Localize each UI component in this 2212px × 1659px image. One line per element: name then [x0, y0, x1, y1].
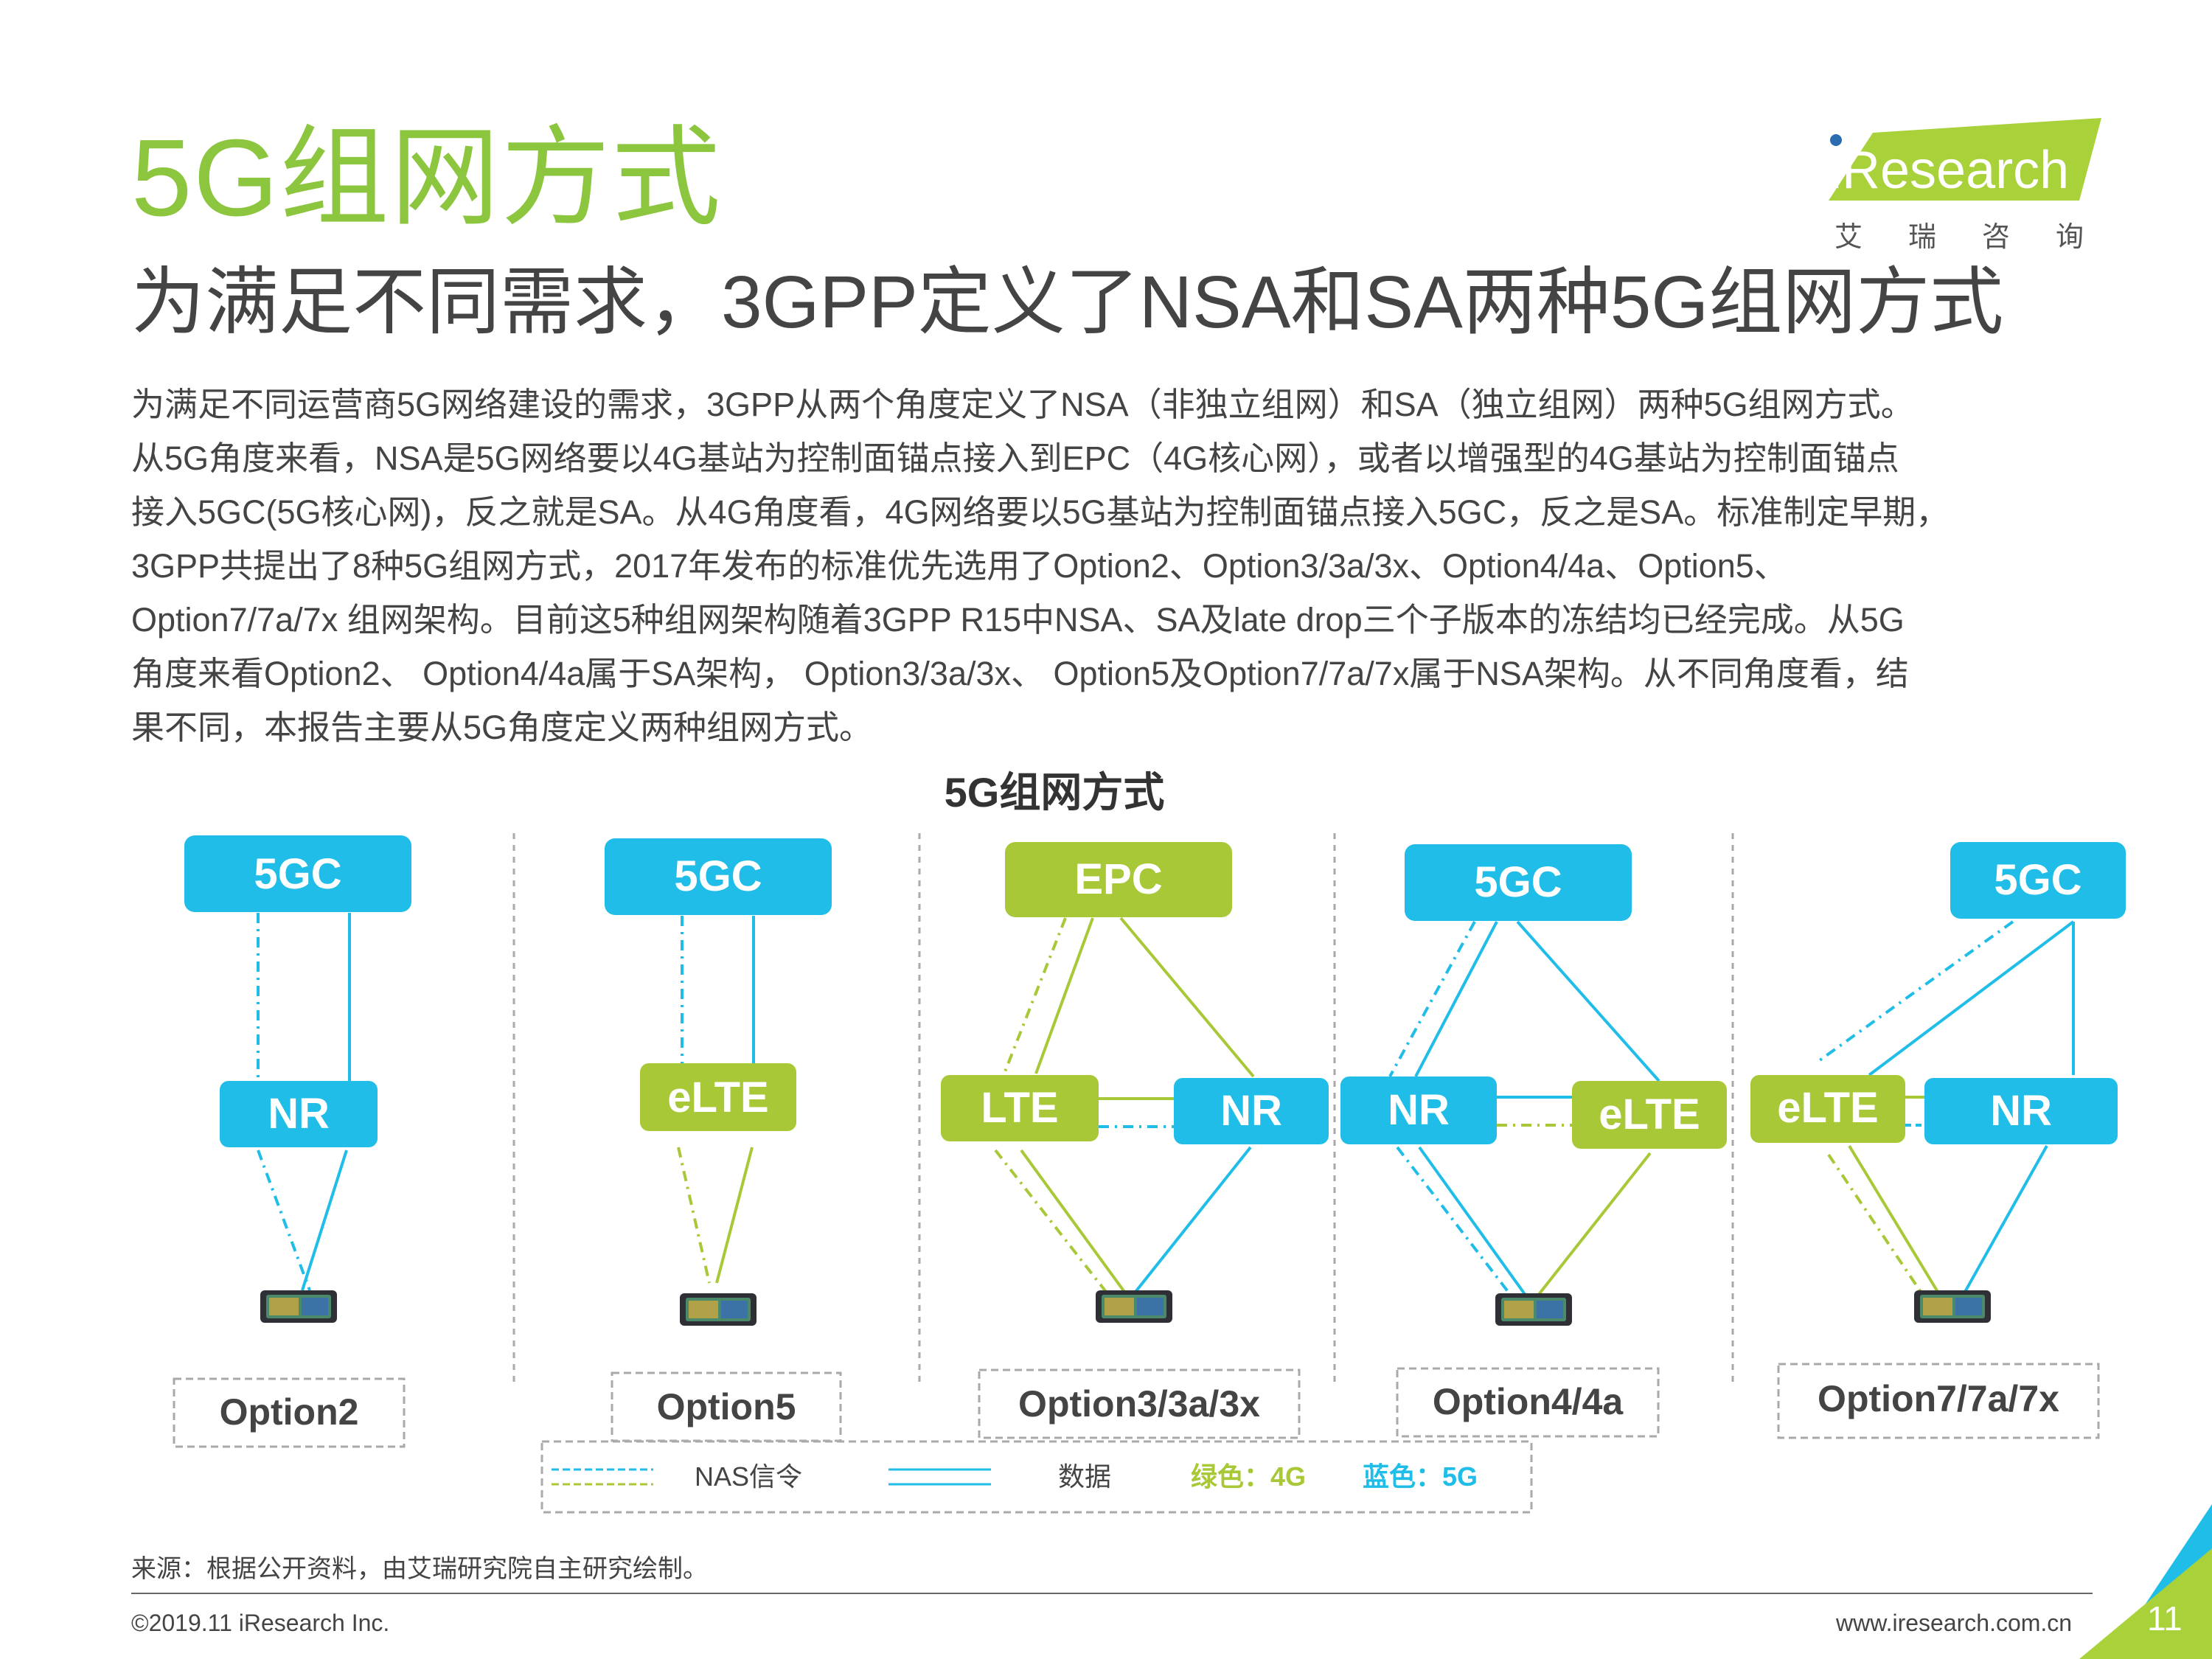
diagram-title: 5G组网方式 — [944, 769, 1165, 815]
node-label: NR — [1388, 1086, 1450, 1134]
option4-core-node: 5GC — [1405, 844, 1632, 921]
option5-core-node: 5GC — [605, 838, 832, 915]
footer-divider — [131, 1593, 2093, 1594]
node-label: 5GC — [674, 852, 762, 900]
option7-label-box: Option7/7a/7x — [1777, 1363, 2100, 1439]
page-subtitle: 为满足不同需求，3GPP定义了NSA和SA两种5G组网方式 — [131, 261, 2004, 344]
phone-icon — [1096, 1290, 1172, 1323]
node-label: EPC — [1074, 855, 1162, 903]
option7-ran-node-nr: NR — [1924, 1078, 2118, 1144]
option3-label-box: Option3/3a/3x — [978, 1368, 1301, 1439]
legend-green-label: 绿色：4G — [1191, 1461, 1306, 1492]
option-label: Option4/4a — [1433, 1381, 1624, 1422]
node-label: eLTE — [1777, 1084, 1879, 1132]
phone-icon — [680, 1293, 757, 1326]
legend-blue-label: 蓝色：5G — [1363, 1461, 1478, 1492]
option7-core-node: 5GC — [1950, 842, 2126, 919]
node-label: eLTE — [667, 1074, 769, 1121]
column-separators — [512, 833, 1734, 1386]
body-line: 接入5GC(5G核心网)，反之就是SA。从4G角度看，4G网络要以5G基站为控制… — [131, 493, 1950, 531]
node-label: 5GC — [1474, 858, 1562, 906]
option4-links — [1388, 920, 1660, 1298]
node-label: NR — [268, 1090, 330, 1138]
iresearch-logo: iResearch — [1829, 118, 2109, 258]
option5-links — [677, 916, 755, 1284]
body-line: 从5G角度来看，NSA是5G网络要以4G基站为控制面锚点接入到EPC（4G核心网… — [131, 439, 1899, 477]
phone-icon — [260, 1290, 337, 1323]
option-label: Option7/7a/7x — [1818, 1378, 2059, 1419]
website-link[interactable]: www.iresearch.com.cn — [1836, 1610, 2073, 1636]
option7-ran-node-elte: eLTE — [1750, 1075, 1905, 1143]
page-title: 5G组网方式 — [131, 117, 723, 239]
legend-data-label: 数据 — [1058, 1461, 1111, 1492]
logo-wordmark: iResearch — [1830, 141, 2069, 200]
phone-icon — [1914, 1290, 1991, 1323]
option5-label-box: Option5 — [611, 1371, 842, 1442]
body-text: 为满足不同运营商5G网络建设的需求，3GPP从两个角度定义了NSA（非独立组网）… — [131, 378, 2152, 754]
legend-signal-label: NAS信令 — [695, 1461, 802, 1492]
body-line: 3GPP共提出了8种5G组网方式，2017年发布的标准优先选用了Option2、… — [131, 547, 1787, 585]
option4-ran-node-elte: eLTE — [1572, 1081, 1727, 1149]
corner-decoration — [2079, 1504, 2212, 1659]
node-label: LTE — [981, 1084, 1058, 1132]
body-line: 果不同，本报告主要从5G角度定义两种组网方式。 — [131, 709, 873, 746]
option-label: Option5 — [657, 1386, 796, 1427]
option7-links — [1818, 920, 2075, 1293]
network-diagram: 5GC NR Option2 5GC eLTE Option5 — [173, 833, 2126, 1514]
option2-links — [257, 913, 351, 1291]
option3-ran-node-nr: NR — [1174, 1078, 1329, 1144]
option-label: Option2 — [220, 1391, 359, 1433]
body-line: 为满足不同运营商5G网络建设的需求，3GPP从两个角度定义了NSA（非独立组网）… — [131, 386, 1914, 423]
option2-ran-node: NR — [220, 1081, 378, 1147]
option2-core-node: 5GC — [184, 835, 411, 912]
node-label: eLTE — [1599, 1091, 1700, 1138]
option4-ran-node-nr: NR — [1340, 1077, 1497, 1144]
option3-links — [994, 917, 1255, 1293]
body-line: Option7/7a/7x 组网架构。目前这5种组网架构随着3GPP R15中N… — [131, 601, 1905, 639]
copyright: ©2019.11 iResearch Inc. — [131, 1610, 390, 1636]
page-number: 11 — [2147, 1599, 2183, 1638]
node-label: 5GC — [254, 850, 341, 898]
option4-label-box: Option4/4a — [1396, 1367, 1660, 1438]
node-label: NR — [1220, 1087, 1282, 1135]
source-note: 来源：根据公开资料，由艾瑞研究院自主研究绘制。 — [131, 1555, 708, 1583]
logo-tagline: 艾瑞咨询 — [1834, 222, 2130, 253]
node-label: NR — [1990, 1087, 2052, 1135]
option-label: Option3/3a/3x — [1018, 1383, 1260, 1425]
option3-ran-node-lte: LTE — [941, 1075, 1099, 1141]
body-line: 角度来看Option2、 Option4/4a属于SA架构， Option3/3… — [131, 655, 1909, 692]
option3-core-node: EPC — [1005, 842, 1232, 917]
phone-icon — [1495, 1293, 1572, 1326]
option2-label-box: Option2 — [173, 1377, 406, 1448]
node-label: 5GC — [1994, 856, 2081, 904]
option5-ran-node: eLTE — [640, 1063, 796, 1131]
legend: NAS信令 数据 绿色：4G 蓝色：5G — [540, 1440, 1533, 1514]
